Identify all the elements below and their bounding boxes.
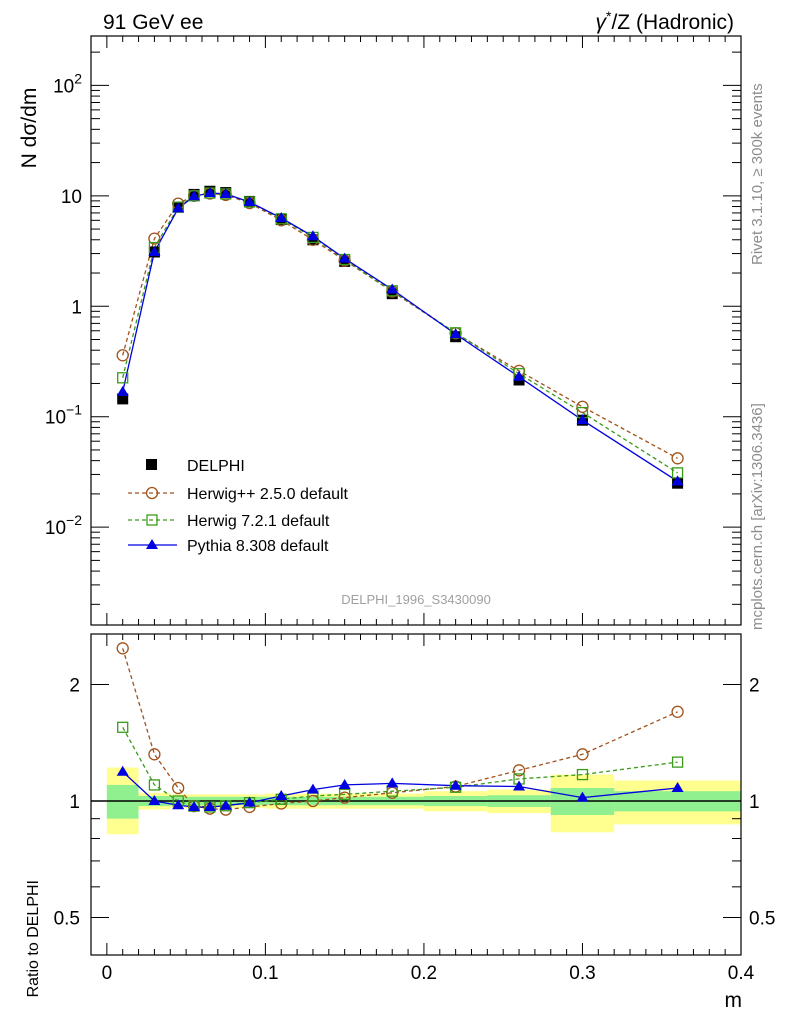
- ratio-series-group: [116, 642, 684, 816]
- ratio-point-herwig7-0: [117, 721, 129, 733]
- main-point-pythia-12: [513, 370, 526, 381]
- legend-marker-data: [146, 459, 157, 470]
- ratio-point-herwigpp-12: [512, 764, 526, 777]
- main-point-pythia-4: [203, 187, 216, 198]
- main-point-data-0: [117, 393, 129, 405]
- main-frame: [90, 35, 742, 626]
- main-point-pythia-5: [219, 187, 232, 198]
- ratio-xlabel: m: [725, 989, 743, 1012]
- ratio-band-inner-0: [106, 784, 139, 819]
- main-y-tick-label-1: 10−1: [45, 402, 82, 429]
- main-point-pythia-8: [306, 230, 319, 241]
- ratio-point-herwigpp-13: [576, 748, 589, 761]
- ratio-point-pythia-4: [203, 800, 216, 811]
- main-line-pythia: [122, 192, 678, 482]
- legend-marker-pythia: [146, 539, 158, 549]
- x-tick-label-0: 0: [102, 963, 113, 984]
- ratio-point-pythia-1: [148, 794, 161, 805]
- legend-label-data: DELPHI: [187, 458, 245, 475]
- main-y-tick-label-3: 10: [61, 187, 82, 208]
- header-left-label: 91 GeV ee: [103, 11, 203, 34]
- ratio-y-tick-label-left-1: 1: [69, 792, 80, 813]
- ratio-point-pythia-5: [219, 799, 232, 810]
- main-point-pythia-3: [188, 190, 201, 201]
- ratio-point-herwigpp-0: [116, 642, 129, 655]
- ratio-point-pythia-10: [386, 777, 399, 788]
- main-point-pythia-13: [576, 414, 589, 425]
- main-y-tick-label-2: 1: [71, 297, 82, 318]
- analysis-watermark: DELPHI_1996_S3430090: [341, 592, 491, 607]
- x-tick-label-1: 0.1: [252, 963, 278, 984]
- main-point-pythia-6: [243, 195, 256, 206]
- ratio-point-pythia-14: [671, 782, 684, 793]
- ratio-point-pythia-3: [188, 800, 201, 811]
- main-y-tick-label-0: 10−2: [45, 512, 82, 539]
- main-point-herwigpp-0: [116, 349, 129, 362]
- ratio-point-pythia-6: [243, 796, 256, 807]
- ratio-y-tick-label-right-2: 2: [749, 675, 760, 696]
- main-point-pythia-9: [338, 252, 351, 263]
- legend: DELPHI Herwig++ 2.5.0 default Herwig 7.2…: [128, 458, 349, 555]
- ratio-point-pythia-11: [449, 779, 462, 790]
- ratio-point-herwig7-13: [576, 768, 589, 781]
- main-point-pythia-10: [386, 283, 399, 294]
- ratio-y-tick-label-left-0: 0.5: [54, 908, 80, 929]
- main-point-pythia-2: [172, 202, 185, 213]
- main-point-herwigpp-1: [148, 232, 161, 245]
- ratio-y-tick-label-right-0: 0.5: [749, 908, 775, 929]
- ratio-y-tick-label-left-2: 2: [69, 675, 80, 696]
- main-point-pythia-11: [449, 328, 462, 339]
- ratio-point-pythia-7: [275, 789, 288, 800]
- mcplots-label: mcplots.cern.ch [arXiv:1306.3436]: [749, 403, 766, 630]
- ratio-point-herwigpp-1: [148, 748, 161, 761]
- main-line-herwigpp: [122, 192, 678, 459]
- x-tick-label-3: 0.3: [569, 963, 595, 984]
- ratio-point-pythia-2: [172, 799, 185, 810]
- ratio-point-herwig7-9: [339, 788, 351, 801]
- main-point-herwigpp-13: [576, 400, 589, 413]
- ratio-point-pythia-13: [576, 791, 589, 802]
- main-point-herwig7-0: [117, 372, 129, 384]
- rivet-version-label: Rivet 3.1.10, ≥ 300k events: [749, 83, 766, 265]
- main-line-herwig7: [122, 192, 678, 474]
- ratio-point-pythia-12: [513, 780, 526, 791]
- ratio-point-herwig7-1: [148, 779, 161, 791]
- ratio-ylabel: Ratio to DELPHI: [25, 880, 42, 997]
- legend-label-pythia: Pythia 8.308 default: [187, 538, 329, 555]
- header-right-label: γ*/Z (Hadronic): [596, 8, 734, 34]
- ratio-point-herwig7-14: [671, 756, 684, 768]
- legend-marker-herwig7: [146, 514, 158, 526]
- ratio-y-tick-label-right-1: 1: [749, 792, 760, 813]
- main-point-pythia-0: [116, 385, 129, 396]
- ratio-point-pythia-0: [116, 765, 129, 776]
- main-point-pythia-1: [148, 245, 161, 256]
- legend-label-herwig7: Herwig 7.2.1 default: [187, 513, 330, 530]
- ratio-point-pythia-8: [306, 783, 319, 794]
- ratio-frame: [90, 633, 742, 956]
- main-point-pythia-14: [671, 475, 684, 486]
- main-y-tick-label-4: 102: [53, 70, 82, 97]
- x-tick-label-4: 0.4: [728, 963, 755, 984]
- ratio-point-herwigpp-14: [671, 705, 684, 718]
- main-ylabel: N dσ/dm: [18, 88, 41, 169]
- main-point-herwigpp-14: [671, 452, 684, 465]
- legend-marker-herwigpp: [145, 486, 159, 500]
- x-tick-label-2: 0.2: [411, 963, 437, 984]
- ratio-point-pythia-9: [338, 778, 351, 789]
- main-point-data-10: [386, 288, 398, 300]
- legend-label-herwigpp: Herwig++ 2.5.0 default: [187, 486, 349, 503]
- ratio-point-herwigpp-2: [172, 781, 185, 795]
- main-point-pythia-7: [275, 211, 288, 222]
